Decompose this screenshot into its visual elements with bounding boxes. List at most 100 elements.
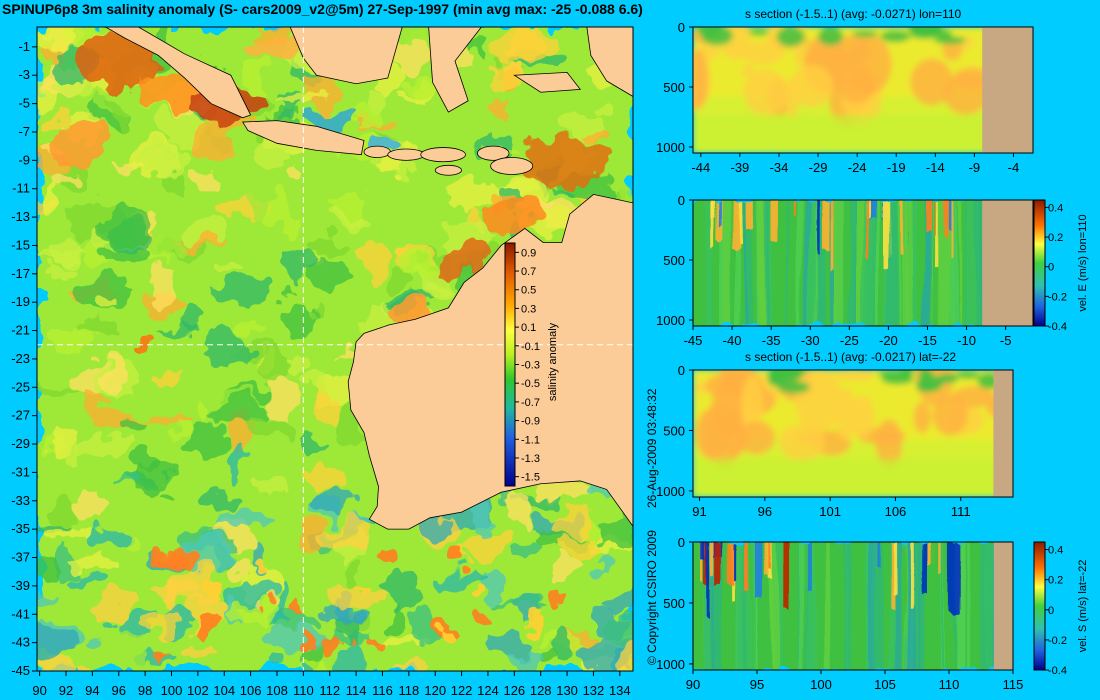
section-y-tick-label: 500 bbox=[663, 596, 685, 611]
map-y-tick-label: -17 bbox=[11, 266, 30, 281]
map-y-tick-label: -1 bbox=[18, 39, 30, 54]
map-y-tick-label: -35 bbox=[11, 521, 30, 536]
map-y-tick-label: -31 bbox=[11, 464, 30, 479]
section-x-tick-label: -10 bbox=[957, 333, 976, 348]
section-x-tick-label: 96 bbox=[758, 504, 772, 519]
map-x-tick-label: 92 bbox=[59, 683, 73, 698]
map-x-tick-label: 126 bbox=[503, 683, 525, 698]
map-x-tick-label: 120 bbox=[424, 683, 446, 698]
map-x-tick-label: 94 bbox=[85, 683, 99, 698]
map-y-tick-label: -13 bbox=[11, 209, 30, 224]
map-x-tick-label: 130 bbox=[556, 683, 578, 698]
section-x-tick-label: 110 bbox=[939, 677, 960, 692]
map-y-tick-label: -7 bbox=[18, 124, 30, 139]
section-x-tick-label: -44 bbox=[691, 160, 710, 175]
map-y-tick-label: -23 bbox=[11, 351, 30, 366]
map-x-tick-label: 106 bbox=[240, 683, 262, 698]
map-x-tick-label: 90 bbox=[32, 683, 46, 698]
velocity-colorbar-tick-label: 0.2 bbox=[1048, 575, 1063, 587]
map-x-tick-label: 124 bbox=[477, 683, 499, 698]
section-y-tick-label: 0 bbox=[678, 193, 685, 208]
map-y-tick-label: -3 bbox=[18, 67, 30, 82]
velocity-colorbar-label: vel. E (m/s) lon=110 bbox=[1077, 214, 1089, 311]
map-x-axis: 90 92 94 96 98 100 102 104 106 108 110 112 114 116 118… bbox=[32, 671, 631, 698]
section-x-tick-label: 105 bbox=[874, 677, 896, 692]
section-panel-u_lon110: -45 -40 -35 -30 -25 -20 -15 -10 -5 0 500 1000 0.4 0.2… bbox=[656, 193, 1089, 348]
section-x-tick-label: -9 bbox=[969, 160, 981, 175]
map-y-tick-label: -37 bbox=[11, 550, 30, 565]
map-x-tick-label: 110 bbox=[293, 683, 314, 698]
section-y-tick-label: 1000 bbox=[656, 313, 685, 328]
map-y-tick-label: -5 bbox=[18, 96, 30, 111]
map-x-tick-label: 114 bbox=[346, 683, 367, 698]
map-x-tick-label: 102 bbox=[187, 683, 209, 698]
map-x-tick-label: 108 bbox=[266, 683, 288, 698]
map-y-tick-label: -39 bbox=[11, 578, 30, 593]
section-x-tick-label: -39 bbox=[730, 160, 749, 175]
section-panel-v_lat22: 90 95 100 105 110 115 0 500 1000 0.4 0.2 0 -0.2 -0.4 v… bbox=[656, 535, 1089, 692]
section-x-tick-label: -20 bbox=[879, 333, 898, 348]
land-mass bbox=[104, 27, 633, 530]
section-x-tick-label: 90 bbox=[686, 677, 700, 692]
map-x-tick-label: 100 bbox=[161, 683, 183, 698]
salinity-colorbar: 0.9 0.7 0.5 0.3 0.1 -0.1 -0.3 -0.5 -0.7 -0.9 -1.1 -… bbox=[504, 242, 559, 487]
figure-title: SPINUP6p8 3m salinity anomaly (S- cars20… bbox=[2, 1, 643, 17]
section-x-tick-label: -30 bbox=[801, 333, 820, 348]
map-y-tick-label: -15 bbox=[11, 237, 30, 252]
map-x-tick-label: 96 bbox=[112, 683, 126, 698]
map-x-tick-label: 116 bbox=[372, 683, 393, 698]
velocity-colorbar-tick-label: 0.2 bbox=[1048, 232, 1063, 244]
section-x-tick-label: -25 bbox=[840, 333, 859, 348]
map-y-tick-label: -45 bbox=[11, 663, 30, 678]
velocity-colorbar-label: vel. S (m/s) lat=-22 bbox=[1077, 560, 1089, 653]
section-x-tick-label: 115 bbox=[1003, 677, 1024, 692]
colorbar-tick-label: 0.7 bbox=[521, 266, 536, 278]
section-title-lon: s section (-1.5..1) (avg: -0.0271) lon=1… bbox=[745, 7, 962, 21]
section-y-tick-label: 500 bbox=[663, 253, 685, 268]
map-x-tick-label: 98 bbox=[138, 683, 152, 698]
section-x-tick-label: 95 bbox=[750, 677, 764, 692]
colorbar-tick-label: -0.5 bbox=[521, 378, 540, 390]
colorbar-label: salinity anomaly bbox=[547, 322, 559, 401]
section-y-tick-label: 0 bbox=[678, 363, 685, 378]
colorbar-tick-label: -0.7 bbox=[521, 397, 540, 409]
map-y-tick-label: -21 bbox=[11, 323, 30, 338]
map-x-tick-label: 104 bbox=[213, 683, 235, 698]
section-x-tick-label: -45 bbox=[684, 333, 703, 348]
section-y-tick-label: 1000 bbox=[656, 140, 685, 155]
map-y-tick-label: -43 bbox=[11, 635, 30, 650]
section-x-tick-label: 106 bbox=[885, 504, 907, 519]
section-title-lat: s section (-1.5..1) (avg: -0.0217) lat=-… bbox=[745, 350, 957, 364]
colorbar-tick-label: -1.1 bbox=[521, 434, 540, 446]
map-y-tick-label: -41 bbox=[11, 606, 30, 621]
section-y-tick-label: 500 bbox=[663, 423, 685, 438]
section-y-tick-label: 500 bbox=[663, 80, 685, 95]
map-x-tick-label: 118 bbox=[398, 683, 419, 698]
map-y-tick-label: -29 bbox=[11, 436, 30, 451]
map-x-tick-label: 128 bbox=[530, 683, 552, 698]
section-y-tick-label: 0 bbox=[678, 20, 685, 35]
section-x-tick-label: -14 bbox=[926, 160, 945, 175]
velocity-colorbar-tick-label: 0.4 bbox=[1048, 202, 1063, 214]
section-crosshair bbox=[37, 27, 633, 671]
velocity-colorbar-tick-label: -0.2 bbox=[1048, 291, 1067, 303]
colorbar-tick-label: 0.5 bbox=[521, 285, 536, 297]
map-y-tick-label: -25 bbox=[11, 379, 30, 394]
map-y-tick-label: -9 bbox=[18, 152, 30, 167]
section-x-tick-label: 91 bbox=[692, 504, 706, 519]
section-x-tick-label: -19 bbox=[887, 160, 906, 175]
section-panel-s_lat22: 91 96 101 106 111 0 500 1000 bbox=[656, 363, 1014, 519]
colorbar-tick-label: -0.1 bbox=[521, 341, 540, 353]
colorbar-tick-label: -1.5 bbox=[521, 472, 540, 484]
map-x-tick-label: 132 bbox=[583, 683, 605, 698]
copyright-text: © Copyright CSIRO 2009 bbox=[645, 530, 659, 665]
velocity-colorbar-tick-label: 0 bbox=[1048, 605, 1054, 617]
timestamp-text: 26-Aug-2009 03:48:32 bbox=[645, 388, 659, 508]
map-x-tick-label: 122 bbox=[451, 683, 473, 698]
velocity-colorbar bbox=[1033, 541, 1046, 671]
salinity-anomaly-map: 90 92 94 96 98 100 102 104 106 108 110 112 114 116 118… bbox=[11, 26, 634, 698]
section-x-tick-label: -40 bbox=[723, 333, 742, 348]
colorbar-tick-label: 0.9 bbox=[521, 247, 536, 259]
section-x-tick-label: -5 bbox=[1000, 333, 1012, 348]
